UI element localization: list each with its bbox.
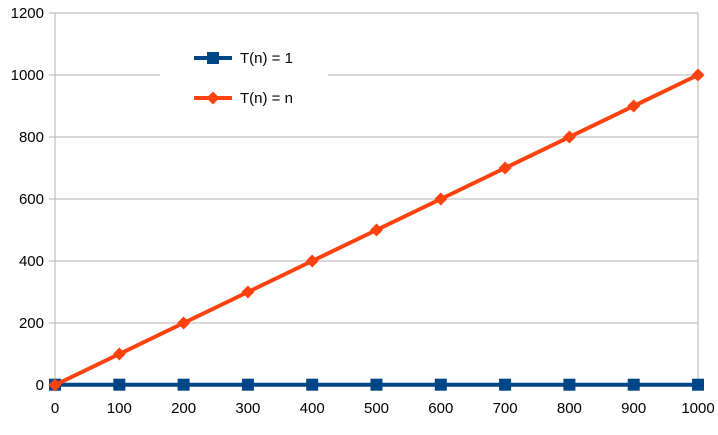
data-point bbox=[627, 378, 640, 391]
data-point bbox=[627, 99, 641, 113]
data-point bbox=[306, 378, 319, 391]
data-point bbox=[241, 285, 255, 299]
y-tick-label: 600 bbox=[19, 191, 44, 208]
legend-swatch-marker bbox=[206, 91, 220, 105]
x-tick-label: 500 bbox=[364, 400, 389, 417]
legend-label: T(n) = n bbox=[240, 90, 293, 107]
x-tick-label: 0 bbox=[51, 400, 59, 417]
data-point bbox=[499, 378, 512, 391]
data-point bbox=[563, 378, 576, 391]
series-layer bbox=[48, 68, 705, 392]
legend-item: T(n) = n bbox=[194, 90, 293, 107]
data-point bbox=[370, 223, 383, 237]
axes bbox=[49, 12, 699, 390]
x-tick-label: 1000 bbox=[681, 400, 714, 417]
x-tick-label: 900 bbox=[621, 400, 646, 417]
y-tick-label: 400 bbox=[19, 253, 44, 270]
y-tick-label: 1000 bbox=[11, 67, 44, 84]
data-point bbox=[562, 130, 576, 144]
x-tick-label: 400 bbox=[300, 400, 325, 417]
grid-lines bbox=[55, 12, 698, 386]
series-constant bbox=[49, 378, 704, 391]
data-point bbox=[113, 378, 126, 391]
data-point bbox=[305, 254, 319, 268]
data-point bbox=[48, 378, 62, 392]
y-tick-label: 1200 bbox=[11, 5, 44, 22]
data-point bbox=[434, 378, 447, 391]
x-tick-label: 300 bbox=[235, 400, 260, 417]
y-axis-tick-labels: 0 200 400 600 800 1000 1200 bbox=[11, 5, 44, 394]
legend-label: T(n) = 1 bbox=[240, 50, 293, 67]
y-tick-label: 800 bbox=[19, 129, 44, 146]
x-tick-label: 800 bbox=[557, 400, 582, 417]
data-point bbox=[112, 347, 126, 361]
data-point bbox=[241, 378, 254, 391]
x-tick-label: 600 bbox=[428, 400, 453, 417]
series-linear bbox=[48, 68, 705, 392]
data-point bbox=[177, 316, 191, 330]
x-tick-label: 700 bbox=[493, 400, 518, 417]
x-axis-tick-labels: 0 100 200 300 400 500 600 700 800 900 1000 bbox=[51, 400, 715, 417]
x-tick-label: 200 bbox=[171, 400, 196, 417]
data-point bbox=[177, 378, 190, 391]
data-point bbox=[692, 378, 704, 391]
legend: T(n) = 1 T(n) = n bbox=[160, 36, 328, 116]
y-tick-label: 0 bbox=[36, 377, 44, 394]
data-point bbox=[370, 378, 383, 391]
x-tick-label: 100 bbox=[107, 400, 132, 417]
legend-background bbox=[160, 36, 328, 116]
data-point bbox=[434, 192, 448, 206]
legend-item: T(n) = 1 bbox=[194, 50, 293, 67]
data-point bbox=[498, 161, 512, 175]
data-point bbox=[691, 68, 705, 82]
y-tick-label: 200 bbox=[19, 315, 44, 332]
legend-swatch-marker bbox=[207, 52, 219, 64]
